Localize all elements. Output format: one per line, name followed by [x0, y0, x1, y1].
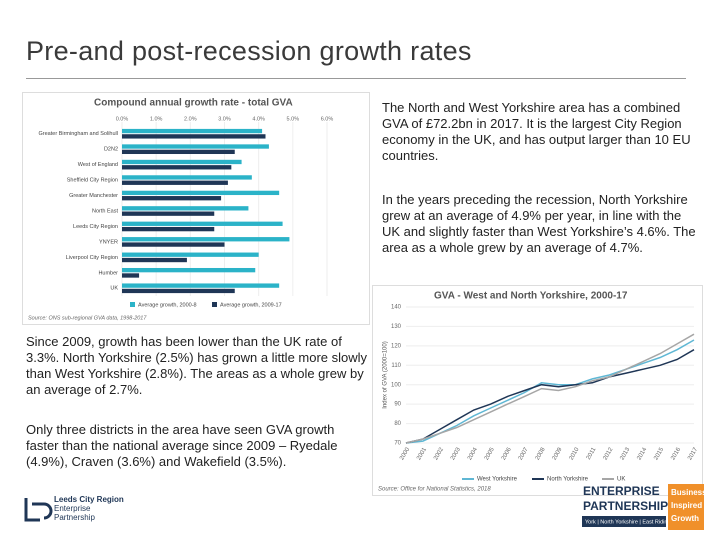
bar	[122, 221, 283, 226]
paragraph: Only three districts in the area have se…	[26, 422, 338, 469]
chart-title: GVA - West and North Yorkshire, 2000-17	[434, 291, 628, 302]
bar	[122, 242, 225, 247]
y-tick-label: 70	[394, 441, 401, 447]
source-note: Source: ONS sub-regional GVA data, 1998-…	[28, 315, 147, 321]
y-tick-label: Greater Manchester	[69, 193, 118, 199]
x-tick-label: 1.0%	[150, 116, 163, 122]
bar	[122, 144, 269, 149]
logo-text: Growth	[671, 514, 699, 523]
logo-text: PARTNERSHIP	[583, 499, 668, 513]
title-rule	[26, 78, 686, 79]
y-tick-label: West of England	[78, 162, 118, 168]
y-tick-label: 110	[391, 363, 401, 369]
bar	[122, 128, 263, 134]
bar	[122, 288, 235, 294]
y-tick-label: 140	[391, 305, 402, 311]
y-tick-label: Humber	[98, 270, 118, 276]
x-tick-label: 2011	[586, 446, 598, 461]
bar	[122, 211, 215, 216]
y-tick-label: Liverpool City Region	[66, 255, 118, 261]
logo-text: Business	[671, 488, 704, 497]
x-tick-label: 4.0%	[252, 116, 265, 122]
x-tick-label: 0.0%	[116, 116, 129, 122]
y-tick-label: North East	[92, 208, 118, 214]
bar	[122, 206, 249, 211]
y-tick-label: D2N2	[104, 147, 118, 153]
logo-text: Enterprise	[54, 504, 91, 513]
y-tick-label: 100	[391, 382, 402, 388]
legend-label: Average growth, 2000-8	[138, 302, 197, 308]
logo-text: Inspired	[671, 501, 702, 510]
y-tick-label: 80	[394, 421, 401, 427]
y-axis-label: Index of GVA (2000=100)	[383, 341, 389, 408]
x-tick-label: 6.0%	[321, 116, 334, 122]
logo-text: York | North Yorkshire | East Riding	[585, 519, 671, 525]
y-tick-label: UK	[110, 286, 118, 292]
bar	[122, 267, 256, 273]
logo-mark	[24, 498, 53, 522]
logo-text: Leeds City Region	[54, 495, 124, 504]
logo-box	[668, 484, 704, 530]
legend-swatch	[130, 302, 135, 307]
logo-left: Leeds City Region Enterprise Partnership	[24, 495, 124, 522]
series-line	[405, 333, 695, 444]
x-tick-label: 3.0%	[218, 116, 231, 122]
bar	[122, 257, 187, 263]
legend-label: Average growth, 2009-17	[220, 302, 282, 308]
slide-title: Pre-and post-recession growth rates	[26, 36, 472, 66]
paragraph: Since 2009, growth has been lower than t…	[26, 334, 368, 397]
bar	[122, 175, 252, 180]
bar	[122, 237, 290, 242]
logo-text: Partnership	[54, 513, 95, 522]
y-tick-label: 130	[391, 324, 402, 330]
legend-label: North Yorkshire	[547, 477, 589, 483]
bar	[122, 252, 259, 257]
y-tick-label: 90	[394, 402, 401, 408]
logo-band	[582, 516, 666, 527]
bar	[122, 165, 232, 170]
bar	[122, 196, 222, 201]
y-tick-label: Leeds City Region	[73, 224, 118, 230]
line-chart: GVA - West and North Yorkshire, 2000-17 I…	[372, 285, 703, 496]
bar-chart: Compound annual growth rate - total GVA 0…	[22, 92, 370, 325]
bar	[122, 159, 242, 165]
legend-label: UK	[617, 477, 625, 483]
bar	[122, 134, 266, 139]
chart-title: Compound annual growth rate - total GVA	[94, 98, 293, 109]
legend-label: West Yorkshire	[477, 477, 518, 483]
bar	[122, 180, 228, 185]
y-tick-label: YNYER	[99, 239, 118, 245]
y-tick-label: Sheffield City Region	[67, 178, 118, 184]
bar	[122, 190, 280, 196]
series-line	[405, 349, 695, 444]
series-line	[405, 339, 695, 444]
y-tick-label: 120	[391, 343, 402, 349]
paragraph: The North and West Yorkshire area has a …	[382, 100, 691, 163]
y-tick-label: Greater Birmingham and Solihull	[39, 131, 118, 137]
bar	[122, 283, 280, 288]
logo-right: ENTERPRISE PARTNERSHIP York | North York…	[582, 484, 704, 530]
x-tick-label: 2.0%	[184, 116, 197, 122]
paragraph: In the years preceding the recession, No…	[382, 192, 696, 255]
x-tick-label: 5.0%	[287, 116, 300, 122]
logo-text: ENTERPRISE	[583, 484, 660, 498]
bar	[122, 273, 140, 278]
bar	[122, 226, 215, 232]
legend-swatch	[212, 302, 217, 307]
bar	[122, 149, 235, 155]
source-note: Source: Office for National Statistics, …	[378, 487, 491, 493]
